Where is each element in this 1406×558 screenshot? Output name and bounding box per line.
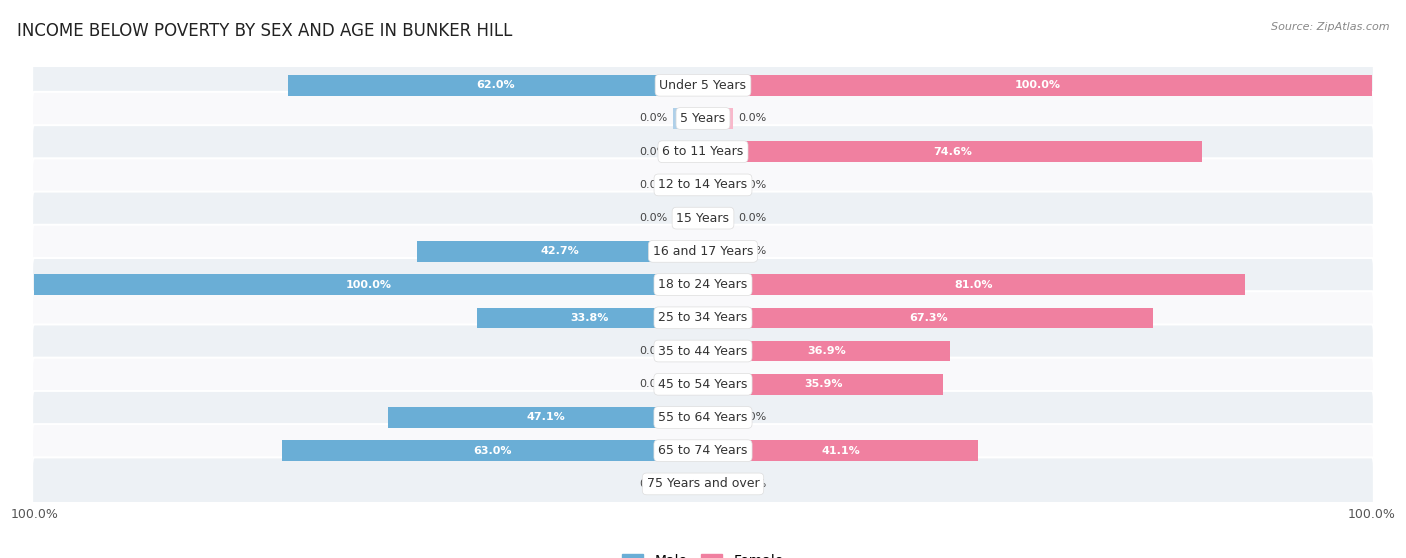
Text: 0.0%: 0.0% [738,113,766,123]
Text: 6 to 11 Years: 6 to 11 Years [662,145,744,158]
Bar [703,440,979,461]
Text: 16 and 17 Years: 16 and 17 Years [652,245,754,258]
Bar [673,374,703,395]
Text: 45 to 54 Years: 45 to 54 Years [658,378,748,391]
Bar [673,474,703,494]
FancyBboxPatch shape [32,158,1374,211]
Text: 25 to 34 Years: 25 to 34 Years [658,311,748,324]
Bar [703,307,1153,328]
FancyBboxPatch shape [32,191,1374,245]
Text: 33.8%: 33.8% [571,313,609,323]
Text: 74.6%: 74.6% [934,147,972,157]
Text: 0.0%: 0.0% [738,246,766,256]
Text: 0.0%: 0.0% [738,479,766,489]
Text: 18 to 24 Years: 18 to 24 Years [658,278,748,291]
FancyBboxPatch shape [32,458,1374,511]
Text: 65 to 74 Years: 65 to 74 Years [658,444,748,457]
Text: 35.9%: 35.9% [804,379,842,389]
Bar [703,374,943,395]
Bar [673,208,703,228]
FancyBboxPatch shape [32,59,1374,112]
Bar [477,307,703,328]
Text: 63.0%: 63.0% [472,446,512,456]
Text: 81.0%: 81.0% [955,280,993,290]
Text: 67.3%: 67.3% [908,313,948,323]
Bar [703,108,733,129]
FancyBboxPatch shape [32,125,1374,178]
Bar [673,175,703,195]
Bar [673,141,703,162]
FancyBboxPatch shape [32,291,1374,344]
Text: 0.0%: 0.0% [640,147,668,157]
Bar [703,407,733,428]
Text: 41.1%: 41.1% [821,446,860,456]
FancyBboxPatch shape [32,424,1374,477]
Text: 0.0%: 0.0% [738,412,766,422]
Legend: Male, Female: Male, Female [617,549,789,558]
FancyBboxPatch shape [32,358,1374,411]
FancyBboxPatch shape [32,92,1374,145]
Text: 0.0%: 0.0% [738,213,766,223]
Bar [673,108,703,129]
Text: 0.0%: 0.0% [640,346,668,356]
Text: 35 to 44 Years: 35 to 44 Years [658,344,748,358]
FancyBboxPatch shape [32,258,1374,311]
Text: 0.0%: 0.0% [640,180,668,190]
Text: 0.0%: 0.0% [640,379,668,389]
Bar [703,474,733,494]
Text: 100.0%: 100.0% [346,280,391,290]
Text: 62.0%: 62.0% [477,80,515,90]
Text: 42.7%: 42.7% [541,246,579,256]
Text: Source: ZipAtlas.com: Source: ZipAtlas.com [1271,22,1389,32]
Bar [703,341,950,362]
Text: INCOME BELOW POVERTY BY SEX AND AGE IN BUNKER HILL: INCOME BELOW POVERTY BY SEX AND AGE IN B… [17,22,512,40]
Bar [703,241,733,262]
Text: 75 Years and over: 75 Years and over [647,478,759,490]
Text: 55 to 64 Years: 55 to 64 Years [658,411,748,424]
FancyBboxPatch shape [32,225,1374,278]
Text: 0.0%: 0.0% [640,213,668,223]
Bar [673,341,703,362]
Bar [418,241,703,262]
Bar [703,208,733,228]
Bar [703,275,1244,295]
Text: 0.0%: 0.0% [640,479,668,489]
Bar [34,275,703,295]
FancyBboxPatch shape [32,324,1374,378]
Text: 5 Years: 5 Years [681,112,725,125]
Text: 15 Years: 15 Years [676,211,730,225]
FancyBboxPatch shape [32,391,1374,444]
Text: 0.0%: 0.0% [738,180,766,190]
Text: 12 to 14 Years: 12 to 14 Years [658,179,748,191]
Text: 100.0%: 100.0% [1015,80,1060,90]
Text: Under 5 Years: Under 5 Years [659,79,747,92]
Bar [703,141,1202,162]
Text: 47.1%: 47.1% [526,412,565,422]
Bar [703,175,733,195]
Bar [288,75,703,95]
Bar [281,440,703,461]
Text: 36.9%: 36.9% [807,346,846,356]
Text: 0.0%: 0.0% [640,113,668,123]
Bar [388,407,703,428]
Bar [703,75,1372,95]
